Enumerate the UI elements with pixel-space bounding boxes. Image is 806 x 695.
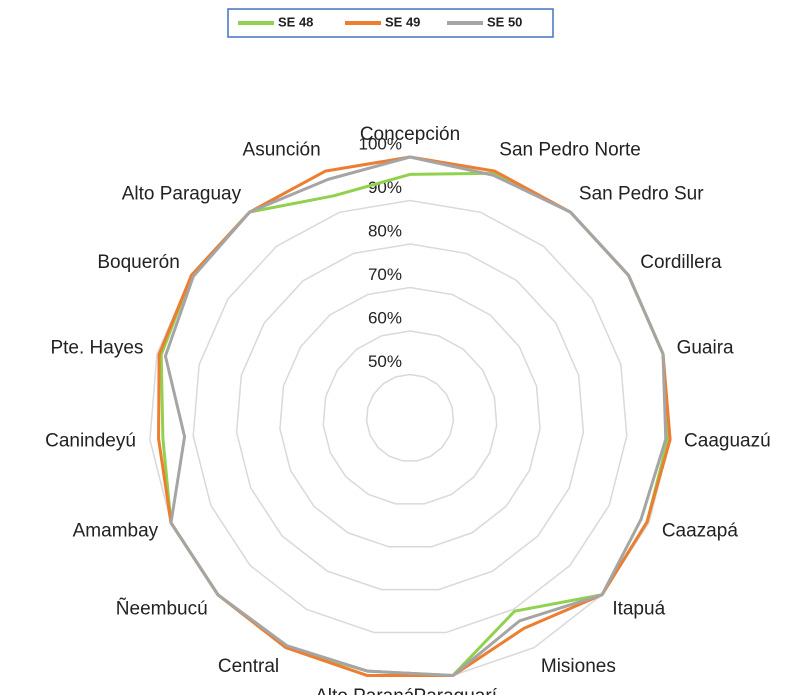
category-label: Concepción [360, 124, 460, 145]
tick-label: 80% [368, 221, 402, 240]
category-label: Paraguarí [414, 686, 498, 695]
category-label: Guaira [677, 338, 734, 359]
legend-label: SE 49 [385, 14, 420, 29]
tick-label: 70% [368, 265, 402, 284]
category-label: San Pedro Norte [499, 139, 641, 160]
legend-box [227, 8, 554, 38]
category-label: Alto Paraná [315, 686, 415, 695]
legend-label: SE 50 [487, 14, 522, 29]
grid-ring [322, 330, 498, 505]
category-label: Cordillera [640, 252, 722, 273]
category-label: Boquerón [97, 252, 179, 273]
tick-label: 50% [368, 352, 402, 371]
category-label: Itapuá [612, 599, 665, 620]
category-label: Canindeyú [45, 430, 136, 451]
category-label: San Pedro Sur [579, 184, 704, 205]
category-label: Alto Paraguay [122, 184, 242, 205]
category-label: Central [218, 656, 279, 677]
grid-ring [192, 199, 628, 634]
category-label: Amambay [73, 521, 159, 542]
category-label: Misiones [541, 656, 616, 677]
grid-ring [365, 373, 455, 462]
category-label: Pte. Hayes [50, 338, 143, 359]
category-label: Ñeembucú [116, 598, 208, 620]
category-label: Asunción [243, 139, 321, 160]
grid-ring [235, 243, 585, 591]
tick-label: 60% [368, 308, 402, 327]
legend-label: SE 48 [278, 14, 313, 29]
category-label: Caazapá [662, 521, 738, 542]
grid-ring [279, 286, 541, 548]
category-label: Caaguazú [684, 430, 771, 451]
series-line [163, 155, 668, 677]
tick-label: 100% [359, 134, 402, 153]
